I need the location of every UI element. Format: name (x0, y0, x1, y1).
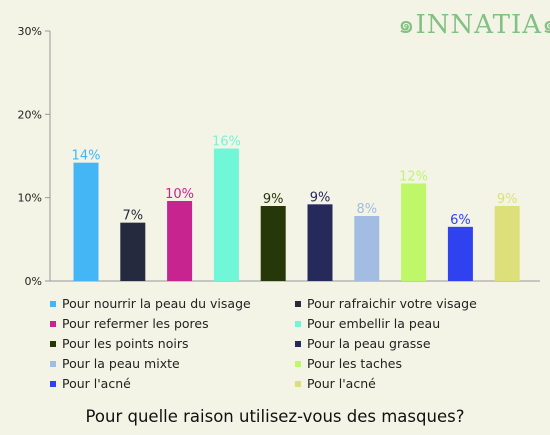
chart-legend: Pour nourrir la peau du visage Pour rafra… (50, 294, 540, 393)
legend-label: Pour nourrir la peau du visage (62, 296, 251, 311)
legend-label: Pour les points noirs (62, 336, 189, 351)
legend-item: Pour les points noirs (50, 334, 295, 353)
legend-label: Pour les taches (307, 356, 402, 371)
bar-data-label: 14% (72, 149, 101, 164)
y-tick-label: 0% (25, 275, 42, 288)
bar (167, 201, 193, 281)
legend-swatch (295, 360, 301, 367)
innatia-logo: ๑INNATIA๑ (398, 4, 550, 45)
legend-swatch (50, 340, 56, 347)
legend-item: Pour l'acné (50, 374, 295, 393)
logo-ornament-right-icon: ๑ (542, 10, 550, 40)
legend-label: Pour la peau mixte (62, 356, 180, 371)
legend-item: Pour la peau grasse (295, 334, 540, 353)
bar-data-label: 16% (212, 135, 241, 150)
legend-label: Pour rafraichir votre visage (307, 296, 477, 311)
logo-text: INNATIA (415, 10, 543, 40)
bar (73, 162, 99, 281)
y-tick-label: 30% (18, 25, 42, 38)
legend-item: Pour rafraichir votre visage (295, 294, 540, 313)
bar-data-label: 9% (310, 190, 331, 205)
bar-data-label: 8% (356, 202, 377, 217)
legend-label: Pour la peau grasse (307, 336, 431, 351)
bar-data-label: 10% (165, 187, 194, 202)
bar (447, 226, 473, 281)
legend-swatch (295, 300, 301, 307)
bar (307, 204, 333, 281)
logo-ornament-left-icon: ๑ (398, 10, 416, 40)
legend-label: Pour refermer les pores (62, 316, 209, 331)
bar-data-label: 6% (450, 213, 471, 228)
legend-swatch (50, 380, 56, 387)
bar (401, 183, 427, 281)
bar-data-label: 9% (497, 192, 518, 207)
legend-item: Pour embellir la peau (295, 314, 540, 333)
legend-item: Pour les taches (295, 354, 540, 373)
legend-label: Pour l'acné (62, 376, 131, 391)
legend-swatch (50, 300, 56, 307)
legend-label: Pour embellir la peau (307, 316, 441, 331)
legend-item: Pour l'acné (295, 374, 540, 393)
legend-swatch (295, 340, 301, 347)
legend-swatch (295, 320, 301, 327)
legend-label: Pour l'acné (307, 376, 376, 391)
bar (120, 222, 146, 281)
bar (213, 148, 239, 281)
legend-swatch (50, 360, 56, 367)
bar-data-label: 9% (263, 192, 284, 207)
legend-swatch (295, 380, 301, 387)
bar-data-label: 12% (399, 170, 428, 185)
y-tick-label: 10% (18, 192, 42, 205)
legend-item: Pour refermer les pores (50, 314, 295, 333)
bar (260, 206, 286, 281)
bar (354, 216, 380, 281)
bar (494, 206, 520, 281)
y-tick-label: 20% (18, 108, 42, 121)
legend-swatch (50, 320, 56, 327)
chart-title: Pour quelle raison utilisez-vous des mas… (85, 407, 465, 426)
legend-item: Pour la peau mixte (50, 354, 295, 373)
bar-data-label: 7% (122, 209, 143, 224)
legend-item: Pour nourrir la peau du visage (50, 294, 295, 313)
